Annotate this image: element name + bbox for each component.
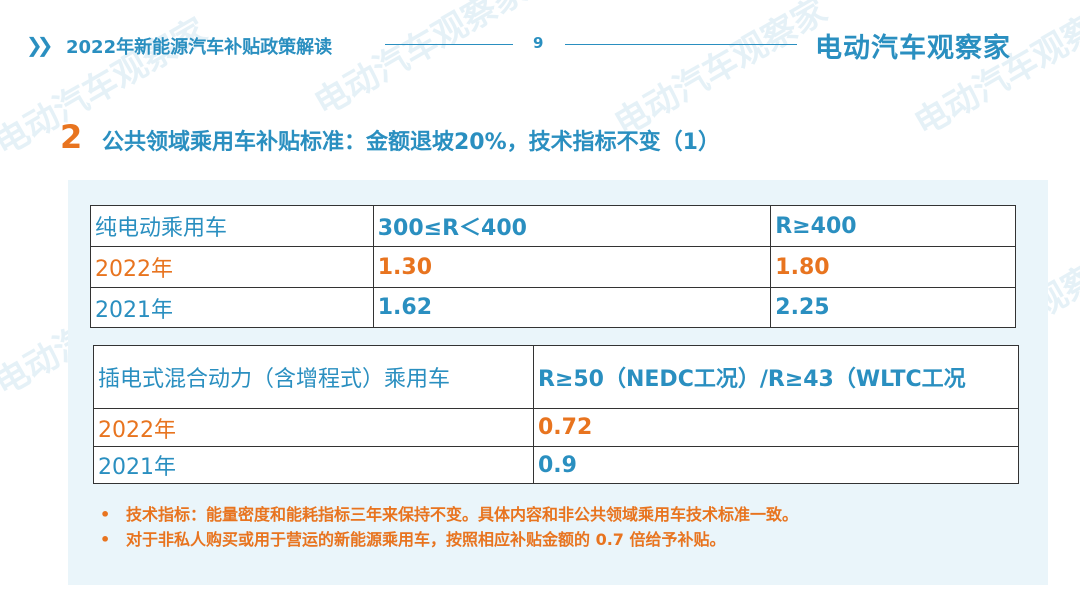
section-title: 公共领域乘用车补贴标准：金额退坡20%，技术指标不变（1）	[102, 130, 720, 155]
table-header: 插电式混合动力（含增程式）乘用车	[93, 345, 534, 409]
table-cell: 0.9	[533, 446, 1019, 484]
table-row: 2022年 1.30 1.80	[90, 246, 1016, 288]
note-item: • 技术指标：能量密度和能耗指标三年来保持不变。具体内容和非公共领域乘用车技术标准…	[100, 502, 798, 527]
bullet-icon: •	[100, 530, 111, 549]
header-divider	[565, 44, 797, 45]
bev-subsidy-table: 纯电动乘用车 300≤R＜400 R≥400 2022年 1.30 1.80 2…	[90, 205, 1016, 328]
page-number: 9	[533, 34, 544, 52]
header-divider	[385, 44, 513, 45]
header-title: 2022年新能源汽车补贴政策解读	[66, 37, 333, 58]
notes-list: • 技术指标：能量密度和能耗指标三年来保持不变。具体内容和非公共领域乘用车技术标准…	[100, 502, 798, 552]
double-chevron-right-icon: ❯❯	[26, 33, 53, 57]
table-header: 300≤R＜400	[372, 205, 772, 247]
section-number: 2	[60, 118, 83, 156]
table-cell: 0.72	[533, 408, 1019, 447]
table-cell: 2021年	[93, 446, 534, 484]
table-cell: 1.80	[770, 246, 1016, 288]
table-row: 2022年 0.72	[93, 408, 1019, 447]
phev-subsidy-table: 插电式混合动力（含增程式）乘用车 R≥50（NEDC工况）/R≥43（WLTC工…	[93, 345, 1019, 484]
table-header: R≥400	[770, 205, 1016, 247]
note-text: 技术指标：能量密度和能耗指标三年来保持不变。具体内容和非公共领域乘用车技术标准一…	[126, 505, 799, 524]
table-cell: 2022年	[93, 408, 534, 447]
note-item: • 对于非私人购买或用于营运的新能源乘用车，按照相应补贴金额的 0.7 倍给予补贴…	[100, 527, 798, 552]
watermark: 电动汽车观察家	[907, 0, 1080, 145]
bullet-icon: •	[100, 505, 111, 524]
table-header: R≥50（NEDC工况）/R≥43（WLTC工况	[533, 345, 1019, 409]
table-row: 2021年 1.62 2.25	[90, 287, 1016, 328]
table-cell: 2.25	[770, 287, 1016, 328]
table-cell: 1.30	[372, 246, 772, 288]
table-cell: 2021年	[90, 287, 374, 328]
watermark: 电动汽车观察家	[307, 0, 534, 125]
brand-logo: 电动汽车观察家	[815, 33, 1011, 64]
note-text: 对于非私人购买或用于营运的新能源乘用车，按照相应补贴金额的 0.7 倍给予补贴。	[126, 530, 726, 549]
table-header: 纯电动乘用车	[90, 205, 374, 247]
table-cell: 1.62	[372, 287, 772, 328]
table-cell: 2022年	[90, 246, 374, 288]
table-row: 2021年 0.9	[93, 446, 1019, 484]
